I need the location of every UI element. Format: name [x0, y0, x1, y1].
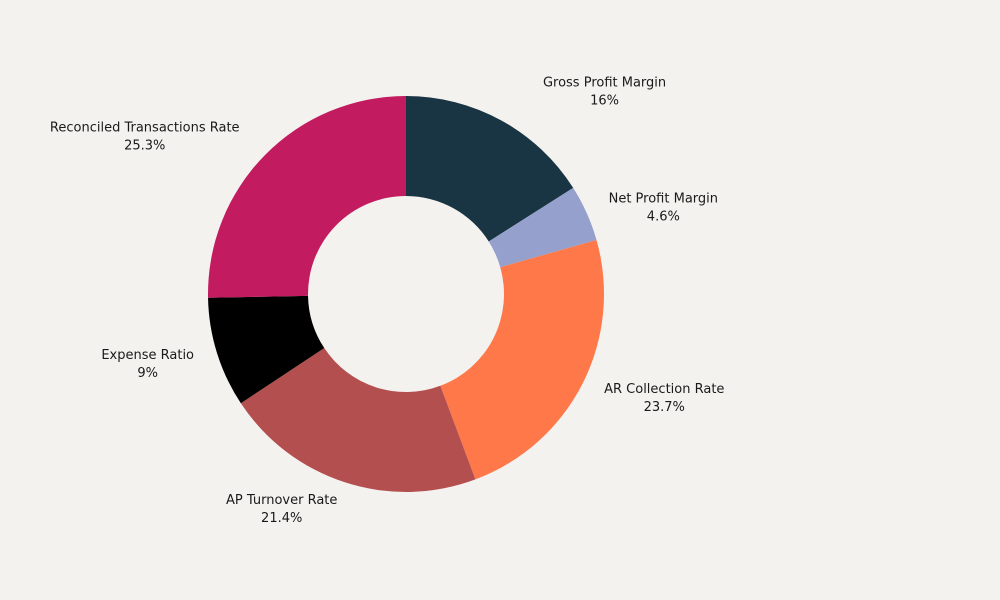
slice-value-net-profit-margin: 4.6%: [647, 209, 680, 224]
slice-gross-profit-margin: [406, 96, 574, 242]
slice-ar-collection-rate: [440, 239, 604, 480]
slice-ap-turnover-rate: [240, 348, 476, 492]
slice-reconciled-transactions-rate: [208, 96, 406, 298]
slice-label-expense-ratio: Expense Ratio: [101, 348, 194, 363]
slice-label-net-profit-margin: Net Profit Margin: [609, 191, 718, 206]
slice-net-profit-margin: [488, 187, 597, 268]
slice-value-ap-turnover-rate: 21.4%: [261, 511, 302, 526]
slice-label-reconciled-transactions-rate: Reconciled Transactions Rate: [50, 121, 240, 136]
slice-expense-ratio: [208, 295, 325, 404]
labels-layer: Gross Profit Margin 16% Net Profit Margin 4…: [50, 75, 725, 526]
slice-label-ar-collection-rate: AR Collection Rate: [604, 382, 724, 397]
slice-value-expense-ratio: 9%: [137, 366, 158, 381]
slice-value-reconciled-transactions-rate: 25.3%: [124, 139, 165, 154]
slice-label-gross-profit-margin: Gross Profit Margin: [543, 75, 666, 90]
slices-layer: [208, 96, 604, 492]
slice-label-ap-turnover-rate: AP Turnover Rate: [226, 493, 337, 508]
slice-value-gross-profit-margin: 16%: [590, 93, 619, 108]
slice-value-ar-collection-rate: 23.7%: [644, 400, 685, 415]
